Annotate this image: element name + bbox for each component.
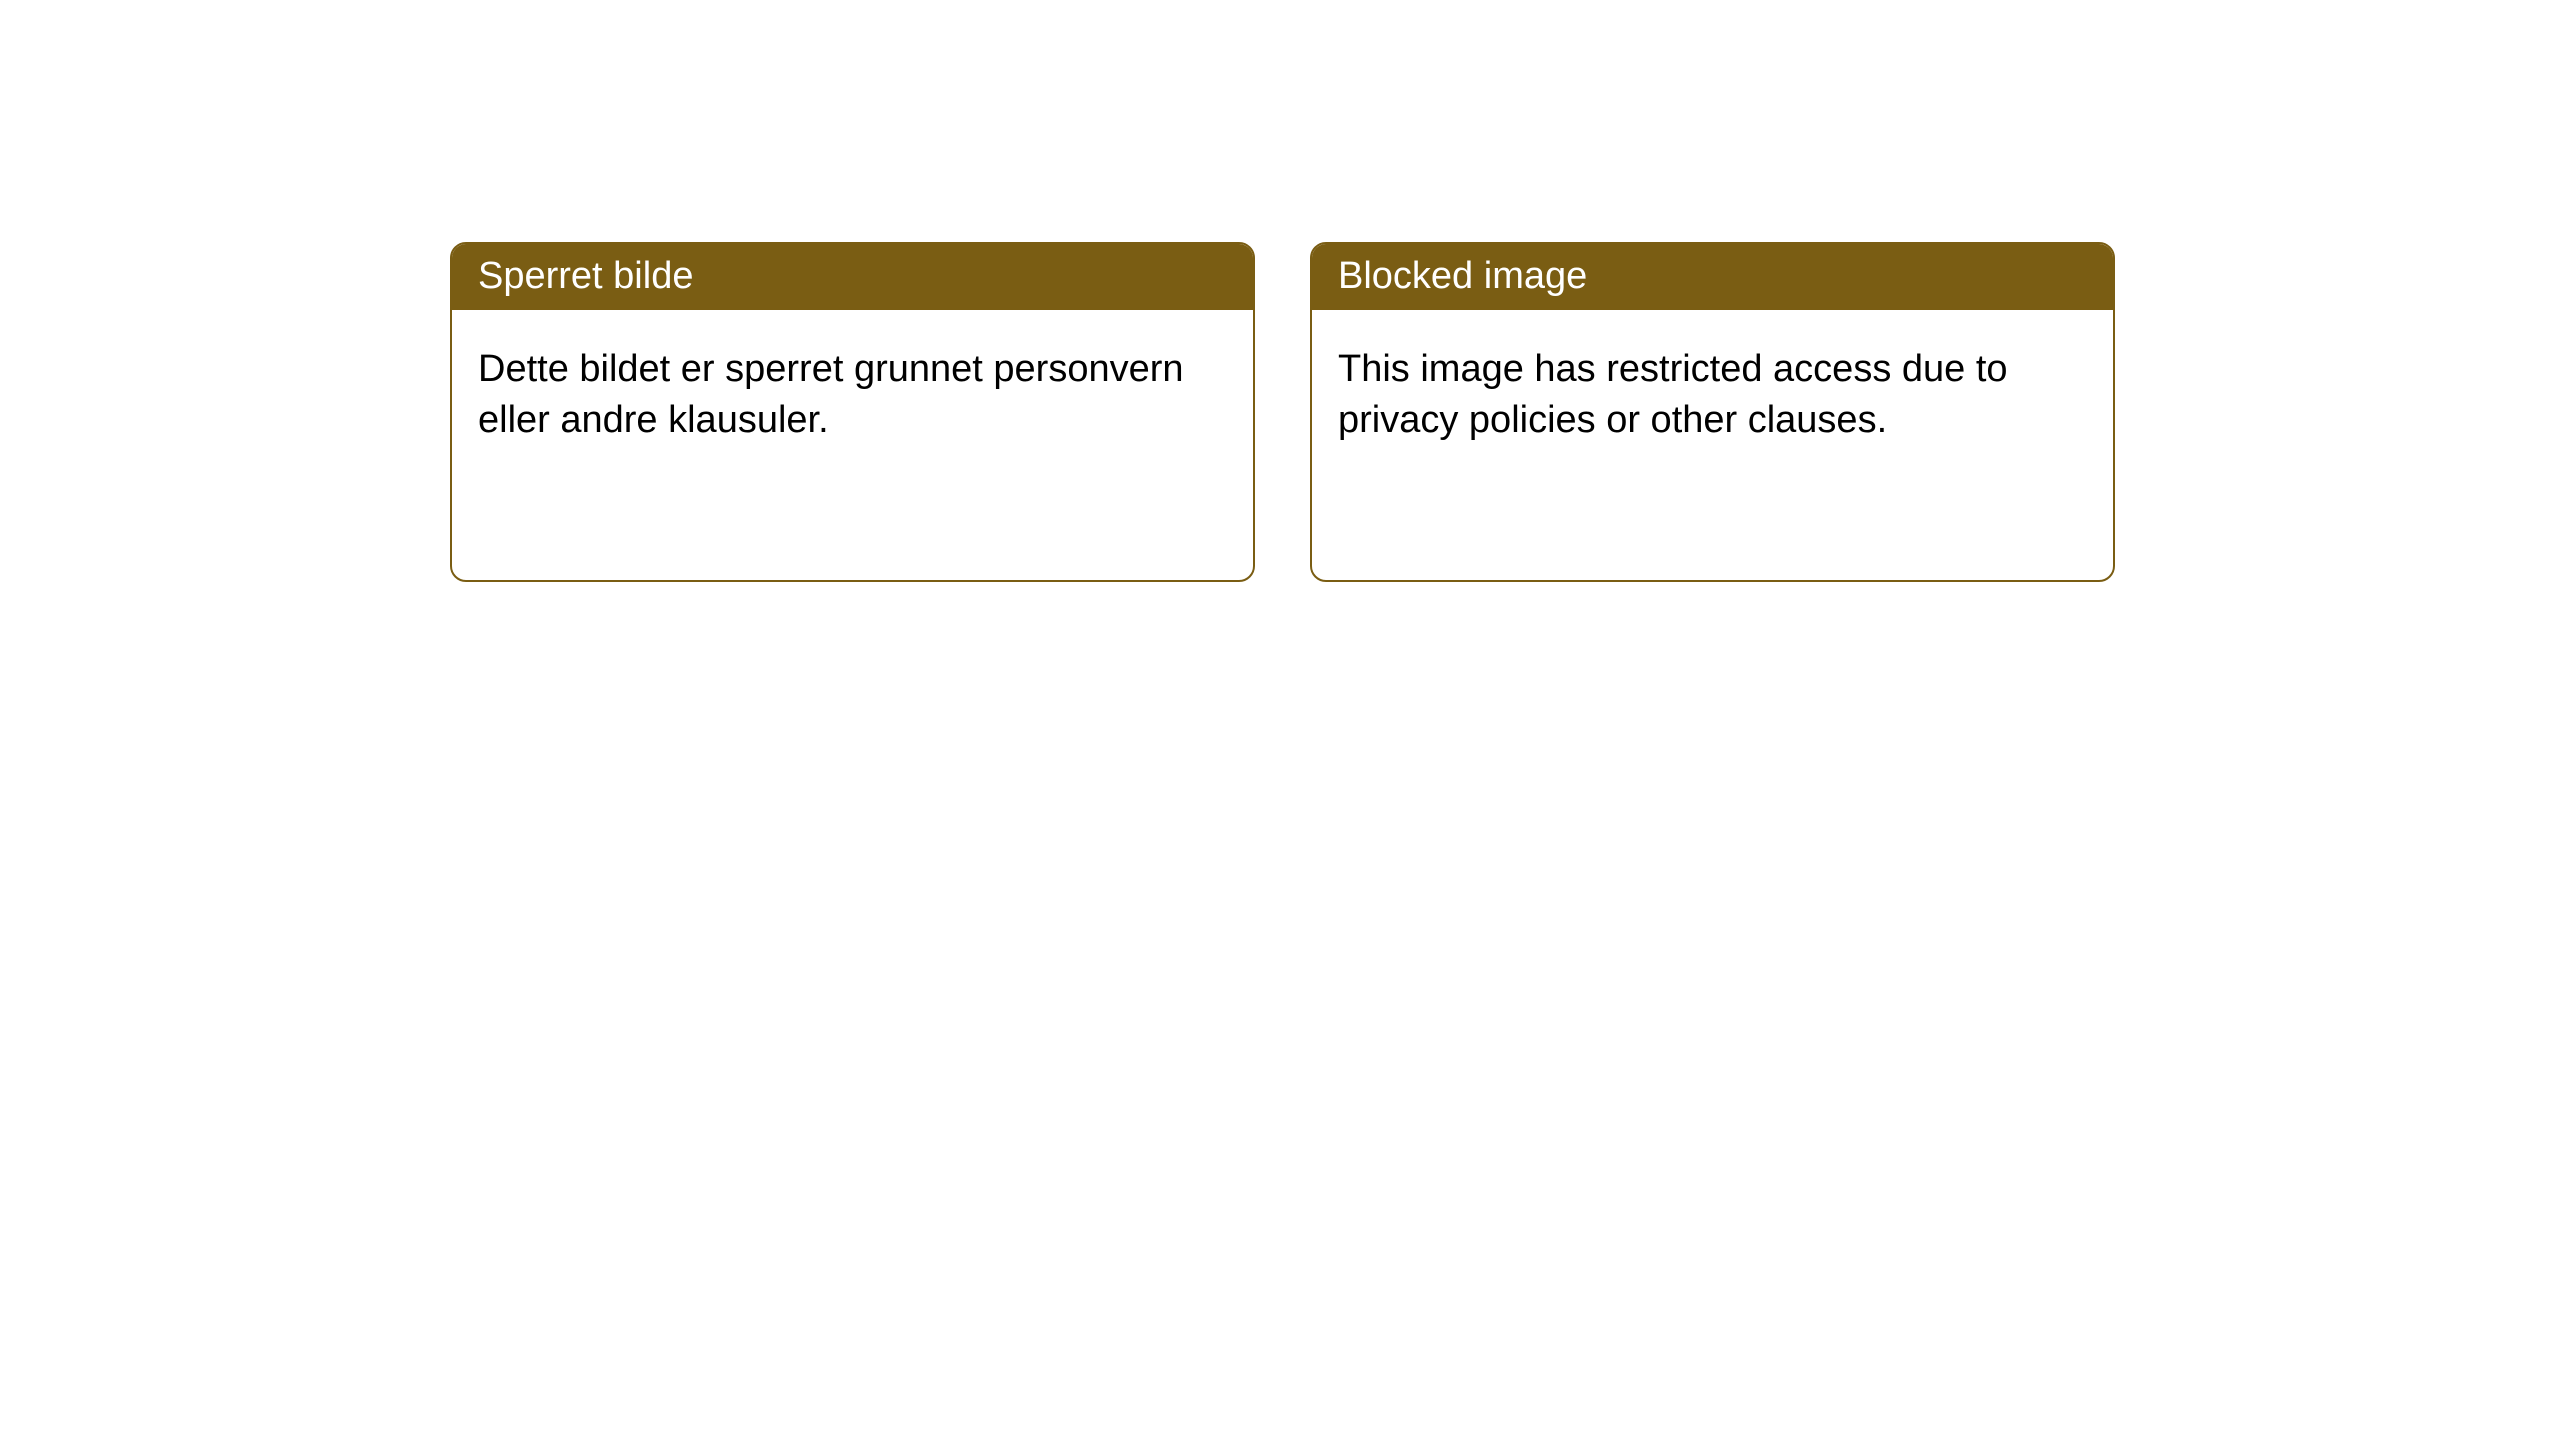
notice-card-norwegian: Sperret bilde Dette bildet er sperret gr… (450, 242, 1255, 582)
card-title: Sperret bilde (478, 255, 693, 297)
card-body-text: Dette bildet er sperret grunnet personve… (478, 348, 1184, 441)
notice-cards-container: Sperret bilde Dette bildet er sperret gr… (0, 0, 2560, 582)
notice-card-english: Blocked image This image has restricted … (1310, 242, 2115, 582)
card-header: Sperret bilde (452, 244, 1253, 310)
card-header: Blocked image (1312, 244, 2113, 310)
card-title: Blocked image (1338, 255, 1587, 297)
card-body: Dette bildet er sperret grunnet personve… (452, 310, 1253, 580)
card-body-text: This image has restricted access due to … (1338, 348, 2008, 441)
card-body: This image has restricted access due to … (1312, 310, 2113, 580)
